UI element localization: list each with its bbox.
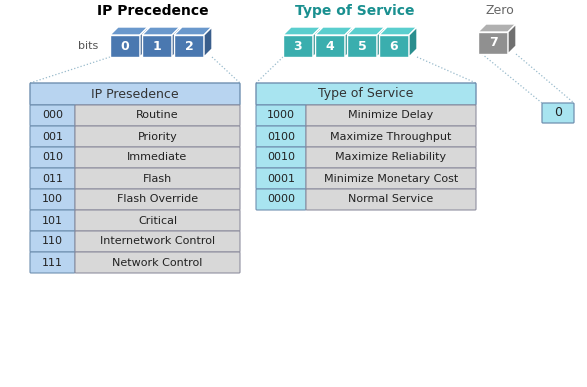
FancyBboxPatch shape [30,168,75,189]
FancyBboxPatch shape [256,105,306,126]
Text: 1000: 1000 [267,111,295,120]
Text: Flash Override: Flash Override [117,195,198,204]
Polygon shape [110,35,140,57]
Text: 1: 1 [153,39,161,53]
Polygon shape [313,27,321,57]
FancyBboxPatch shape [75,210,240,231]
Text: Critical: Critical [138,216,177,226]
Polygon shape [315,35,345,57]
Polygon shape [110,27,148,35]
Text: Maximize Reliability: Maximize Reliability [335,152,447,163]
Text: Routine: Routine [136,111,179,120]
Polygon shape [174,35,204,57]
FancyBboxPatch shape [306,189,476,210]
Polygon shape [315,27,353,35]
Text: Minimize Delay: Minimize Delay [348,111,434,120]
Polygon shape [478,24,516,32]
Text: 6: 6 [390,39,399,53]
Text: 0010: 0010 [267,152,295,163]
Polygon shape [508,24,516,54]
Text: 110: 110 [42,236,63,247]
Text: 0: 0 [554,106,562,120]
Polygon shape [478,32,508,54]
Text: 011: 011 [42,173,63,183]
FancyBboxPatch shape [75,168,240,189]
Polygon shape [377,27,385,57]
Text: Type of Service: Type of Service [295,4,415,18]
FancyBboxPatch shape [30,83,240,105]
Text: Minimize Monetary Cost: Minimize Monetary Cost [324,173,458,183]
FancyBboxPatch shape [306,126,476,147]
Text: 0000: 0000 [267,195,295,204]
Polygon shape [142,27,180,35]
FancyBboxPatch shape [75,189,240,210]
FancyBboxPatch shape [306,147,476,168]
Text: Maximize Throughput: Maximize Throughput [330,132,451,142]
FancyBboxPatch shape [256,126,306,147]
Text: 111: 111 [42,257,63,267]
Text: bits: bits [77,41,98,51]
FancyBboxPatch shape [256,83,476,105]
FancyBboxPatch shape [75,105,240,126]
Polygon shape [283,35,313,57]
Text: 5: 5 [357,39,366,53]
FancyBboxPatch shape [30,147,75,168]
Text: Flash: Flash [143,173,172,183]
FancyBboxPatch shape [30,210,75,231]
Polygon shape [379,27,417,35]
Polygon shape [283,27,321,35]
Text: Network Control: Network Control [112,257,203,267]
Polygon shape [347,27,385,35]
Polygon shape [172,27,180,57]
Text: Priority: Priority [137,132,177,142]
Text: 2: 2 [185,39,193,53]
Polygon shape [347,35,377,57]
FancyBboxPatch shape [75,252,240,273]
Text: 4: 4 [326,39,335,53]
Polygon shape [379,35,409,57]
FancyBboxPatch shape [256,147,306,168]
Polygon shape [409,27,417,57]
Text: IP Presedence: IP Presedence [91,87,179,101]
Text: 000: 000 [42,111,63,120]
Text: 3: 3 [294,39,302,53]
Text: Internetwork Control: Internetwork Control [100,236,215,247]
Text: 0001: 0001 [267,173,295,183]
Text: Zero: Zero [485,5,514,17]
Text: Normal Service: Normal Service [348,195,434,204]
Text: 100: 100 [42,195,63,204]
Polygon shape [142,35,172,57]
Text: Immediate: Immediate [127,152,188,163]
Text: IP Precedence: IP Precedence [97,4,209,18]
FancyBboxPatch shape [30,252,75,273]
Polygon shape [345,27,353,57]
Text: 010: 010 [42,152,63,163]
FancyBboxPatch shape [306,105,476,126]
Text: 0: 0 [120,39,129,53]
Polygon shape [174,27,212,35]
FancyBboxPatch shape [306,168,476,189]
FancyBboxPatch shape [30,189,75,210]
Text: Type of Service: Type of Service [318,87,414,101]
FancyBboxPatch shape [256,189,306,210]
Polygon shape [204,27,212,57]
FancyBboxPatch shape [75,231,240,252]
FancyBboxPatch shape [75,126,240,147]
FancyBboxPatch shape [75,147,240,168]
Text: 7: 7 [488,36,497,50]
FancyBboxPatch shape [30,126,75,147]
FancyBboxPatch shape [30,231,75,252]
FancyBboxPatch shape [542,103,574,123]
Text: 101: 101 [42,216,63,226]
FancyBboxPatch shape [30,105,75,126]
Polygon shape [140,27,148,57]
FancyBboxPatch shape [256,168,306,189]
Text: 001: 001 [42,132,63,142]
Text: 0100: 0100 [267,132,295,142]
